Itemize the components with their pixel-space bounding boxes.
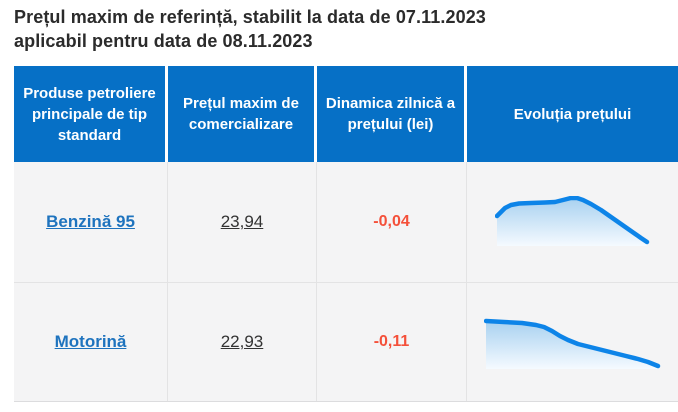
title-line-2: aplicabil pentru data de 08.11.2023: [14, 31, 313, 51]
product-cell: Motorină: [14, 283, 168, 401]
change-cell: -0,11: [317, 283, 467, 401]
motorina-change-value: -0,11: [373, 333, 410, 350]
price-cell: 22,93: [168, 283, 317, 401]
title-line-1: Prețul maxim de referință, stabilit la d…: [14, 7, 486, 27]
header-max-price: Prețul maxim de comercializare: [168, 66, 317, 162]
benzina-95-sparkline-chart: [467, 162, 678, 282]
change-cell: -0,04: [317, 162, 467, 282]
motorina-link[interactable]: Motorină: [54, 332, 127, 351]
motorina-price-value[interactable]: 22,93: [220, 332, 264, 351]
page-title: Prețul maxim de referință, stabilit la d…: [14, 5, 669, 53]
header-products: Produse petroliere principale de tip sta…: [14, 66, 168, 162]
motorina-sparkline-chart: [467, 283, 678, 401]
price-cell: 23,94: [168, 162, 317, 282]
header-price-evolution: Evoluția prețului: [467, 66, 678, 162]
header-daily-dynamics: Dinamica zilnică a prețului (lei): [317, 66, 467, 162]
fuel-price-table: Produse petroliere principale de tip sta…: [14, 66, 678, 402]
benzina-95-link[interactable]: Benzină 95: [46, 212, 135, 231]
table-header-row: Produse petroliere principale de tip sta…: [14, 66, 678, 162]
benzina-95-change-value: -0,04: [373, 213, 410, 230]
benzina-95-price-value[interactable]: 23,94: [220, 212, 264, 231]
product-cell: Benzină 95: [14, 162, 168, 282]
table-row-benzina-95: Benzină 95 23,94 -0,04: [14, 162, 678, 283]
table-row-motorina: Motorină 22,93 -0,11: [14, 283, 678, 402]
